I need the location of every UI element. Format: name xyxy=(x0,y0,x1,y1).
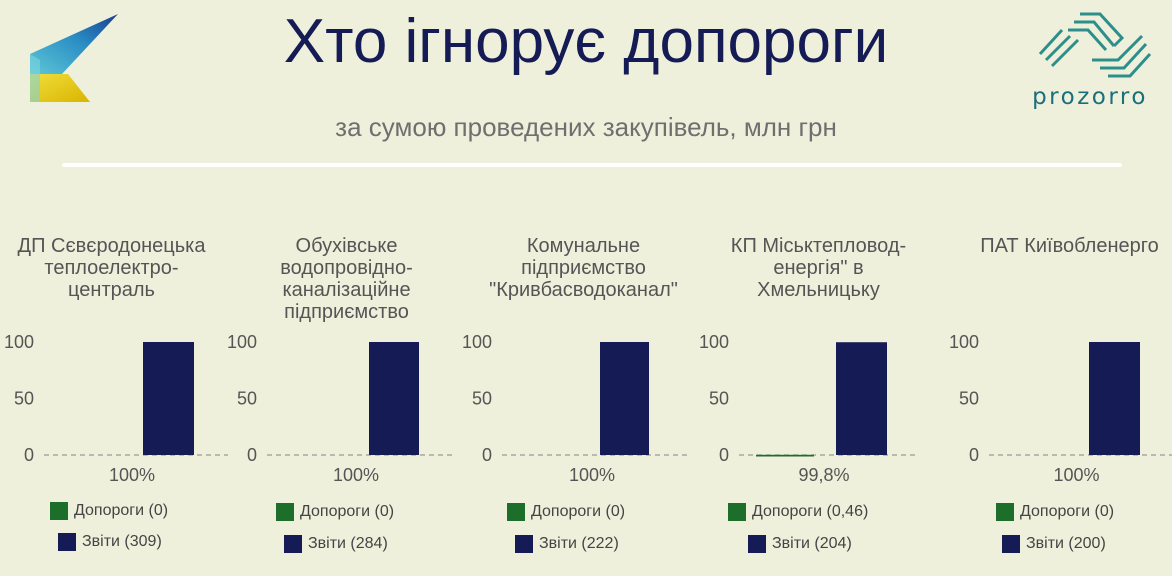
legend-dopororhy: Допороги (0) xyxy=(276,503,394,521)
legend-dopororhy: Допороги (0,46) xyxy=(728,503,868,521)
y-tick-label: 0 xyxy=(719,445,729,465)
bar-chart-svg: 100 50 0 100% xyxy=(949,332,1172,485)
y-tick-label: 100 xyxy=(227,332,257,352)
legend-zvity: Звіти (222) xyxy=(515,535,619,553)
y-tick-label: 0 xyxy=(24,445,34,465)
legend-label-zvity: Звіти (200) xyxy=(1026,535,1106,552)
chart-panel: КП Міськтепловод-енергія" в Хмельницьку … xyxy=(699,235,940,565)
y-tick-label: 100 xyxy=(699,332,729,352)
chart-panel: ПАТ Київобленерго 100 50 0 100% Допороги (0… xyxy=(940,235,1172,565)
bar-zvity xyxy=(600,342,649,455)
bar-zvity xyxy=(143,342,194,455)
legend-label-dopororhy: Допороги (0) xyxy=(531,503,626,520)
legend-dopororhy: Допороги (0) xyxy=(507,503,625,521)
legend-swatch-zvity xyxy=(515,535,533,553)
legend-zvity: Звіти (204) xyxy=(748,535,852,553)
percent-label: 100% xyxy=(569,465,615,485)
legend-label-dopororhy: Допороги (0) xyxy=(1020,503,1115,520)
chart-title: ДП Сєвєродонецька теплоелектро-централь xyxy=(17,235,206,301)
legend-zvity: Звіти (200) xyxy=(1002,535,1106,553)
bar-zvity xyxy=(369,342,419,455)
y-tick-label: 100 xyxy=(949,332,979,352)
legend-label-zvity: Звіти (284) xyxy=(308,535,388,552)
bar-zvity xyxy=(1089,342,1140,455)
chart-panel: ДП Сєвєродонецька теплоелектро-централь … xyxy=(0,235,235,565)
legend-label-dopororhy: Допороги (0) xyxy=(300,503,395,520)
legend-swatch-dopororhy xyxy=(996,503,1014,521)
prozorro-mark-icon xyxy=(1038,12,1152,78)
legend-dopororhy: Допороги (0) xyxy=(50,502,168,520)
legend-zvity: Звіти (309) xyxy=(58,533,162,551)
legend-label-dopororhy: Допороги (0,46) xyxy=(752,503,869,520)
page-subtitle: за сумою проведених закупівель, млн грн xyxy=(335,112,837,142)
y-tick-label: 0 xyxy=(247,445,257,465)
chart-title: КП Міськтепловод-енергія" в Хмельницьку xyxy=(730,235,907,301)
bar-chart-svg: 100 50 0 100% xyxy=(227,332,453,485)
prozorro-wordmark: prozorro xyxy=(1032,84,1148,110)
chart-panel: Обухівське водопровідно-каналізаційне пі… xyxy=(227,235,470,565)
bar-chart-svg: 100 50 0 100% xyxy=(462,332,690,485)
chart-title: Обухівське водопровідно-каналізаційне пі… xyxy=(280,235,413,323)
y-tick-label: 100 xyxy=(4,332,34,352)
legend-label-dopororhy: Допороги (0) xyxy=(74,502,169,519)
legend-swatch-zvity xyxy=(58,533,76,551)
y-tick-label: 50 xyxy=(709,389,729,409)
bar-dopororhy xyxy=(756,454,814,457)
percent-label: 100% xyxy=(333,465,379,485)
legend-label-zvity: Звіти (309) xyxy=(82,533,162,550)
legend-swatch-zvity xyxy=(1002,535,1020,553)
y-tick-label: 50 xyxy=(14,389,34,409)
percent-label: 100% xyxy=(1053,465,1099,485)
header-divider xyxy=(62,163,1122,167)
legend-dopororhy: Допороги (0) xyxy=(996,503,1114,521)
prozorro-logo: prozorro xyxy=(1018,8,1162,114)
legend-swatch-dopororhy xyxy=(507,503,525,521)
legend-swatch-dopororhy xyxy=(728,503,746,521)
chart-panel: Комунальне підприємство "Кривбасводокана… xyxy=(462,235,705,565)
bar-chart-svg: 100 50 0 100% xyxy=(4,332,228,485)
percent-label: 99,8% xyxy=(798,465,849,485)
chart-title: Комунальне підприємство "Кривбасводокана… xyxy=(489,235,678,301)
y-tick-label: 50 xyxy=(237,389,257,409)
legend-swatch-dopororhy xyxy=(50,502,68,520)
bar-chart-svg: 100 50 0 99,8% xyxy=(699,332,917,485)
y-tick-label: 50 xyxy=(959,389,979,409)
legend-swatch-dopororhy xyxy=(276,503,294,521)
chart-title: ПАТ Київобленерго xyxy=(980,235,1159,257)
percent-label: 100% xyxy=(109,465,155,485)
page-title: Хто ігнорує допороги xyxy=(283,7,889,76)
y-tick-label: 0 xyxy=(969,445,979,465)
ministry-logo xyxy=(30,14,118,102)
y-tick-label: 100 xyxy=(462,332,492,352)
legend-label-zvity: Звіти (222) xyxy=(539,535,619,552)
legend-label-zvity: Звіти (204) xyxy=(772,535,852,552)
y-tick-label: 50 xyxy=(472,389,492,409)
bar-zvity xyxy=(836,342,887,455)
legend-swatch-zvity xyxy=(748,535,766,553)
y-tick-label: 0 xyxy=(482,445,492,465)
legend-swatch-zvity xyxy=(284,535,302,553)
legend-zvity: Звіти (284) xyxy=(284,535,388,553)
